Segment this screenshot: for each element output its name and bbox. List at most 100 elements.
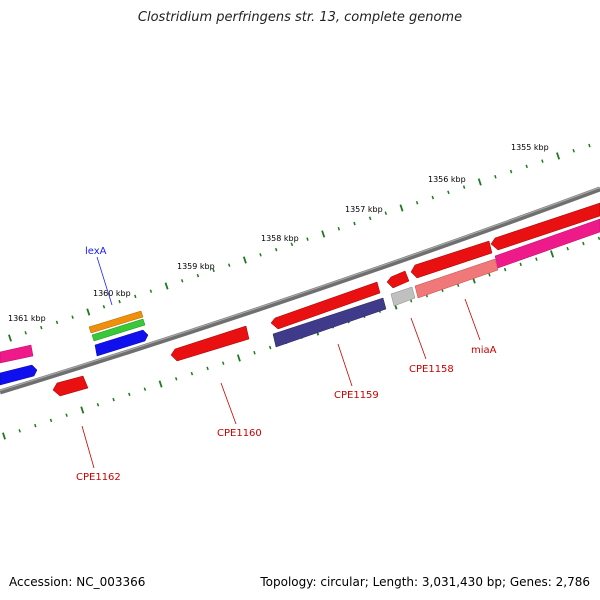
outer-tick bbox=[541, 159, 544, 163]
inner-tick bbox=[80, 406, 85, 414]
outer-tick bbox=[431, 195, 435, 200]
feature-grey-1158[interactable] bbox=[390, 286, 416, 307]
scale-label-1357: 1357 kbp bbox=[345, 205, 383, 214]
inner-tick bbox=[268, 345, 272, 350]
leader-cpe1162 bbox=[81, 425, 95, 469]
inner-tick bbox=[34, 423, 37, 428]
inner-tick bbox=[519, 262, 522, 267]
inner-tick bbox=[253, 350, 256, 355]
outer-tick bbox=[134, 294, 137, 299]
outer-tick bbox=[399, 204, 404, 212]
outer-tick bbox=[368, 216, 372, 221]
gene-label-cpe1159[interactable]: CPE1159 bbox=[334, 390, 379, 401]
outer-tick bbox=[477, 178, 482, 186]
feature-cpe1160[interactable] bbox=[170, 325, 250, 362]
gene-label-cpe1162[interactable]: CPE1162 bbox=[76, 472, 121, 483]
outer-tick bbox=[321, 230, 326, 238]
outer-tick bbox=[8, 334, 12, 342]
outer-tick bbox=[196, 273, 200, 278]
scale-label-1355: 1355 kbp bbox=[511, 143, 549, 152]
feature-salmon-miaa[interactable] bbox=[414, 258, 499, 299]
outer-tick bbox=[164, 282, 169, 290]
outer-tick bbox=[588, 143, 591, 148]
inner-tick bbox=[221, 361, 225, 365]
inner-tick bbox=[190, 371, 194, 376]
inner-tick bbox=[49, 418, 53, 423]
outer-tick bbox=[55, 320, 59, 325]
leader-cpe1160 bbox=[220, 382, 237, 425]
inner-tick bbox=[2, 432, 6, 440]
gene-label-cpe1158[interactable]: CPE1158 bbox=[409, 364, 454, 375]
genome-backbone bbox=[0, 186, 600, 395]
outer-tick bbox=[86, 308, 91, 316]
outer-tick bbox=[306, 237, 309, 241]
outer-tick-row bbox=[8, 143, 591, 342]
inner-tick bbox=[236, 354, 241, 362]
inner-tick bbox=[65, 413, 68, 417]
leader-cpe1158 bbox=[410, 317, 427, 360]
inner-tick bbox=[488, 272, 491, 277]
inner-tick bbox=[174, 377, 178, 381]
inner-tick bbox=[597, 236, 600, 241]
inner-tick bbox=[158, 380, 163, 388]
outer-tick bbox=[102, 305, 106, 309]
outer-tick bbox=[24, 331, 27, 335]
outer-tick bbox=[212, 268, 215, 273]
inner-tick bbox=[143, 387, 147, 391]
accession-text: Accession: NC_003366 bbox=[9, 575, 146, 589]
outer-tick bbox=[384, 211, 388, 215]
outer-tick bbox=[353, 221, 356, 226]
inner-tick bbox=[582, 241, 585, 246]
gene-label-miaa[interactable]: miaA bbox=[471, 345, 497, 356]
gene-label-lexa[interactable]: lexA bbox=[85, 246, 107, 257]
scale-label-1361: 1361 kbp bbox=[8, 314, 46, 323]
inner-tick bbox=[96, 403, 100, 407]
feature-pink-left[interactable] bbox=[0, 344, 34, 364]
leader-lexa bbox=[96, 256, 113, 306]
outer-tick bbox=[118, 299, 121, 304]
genome-backbone-highlight bbox=[0, 186, 600, 392]
outer-tick bbox=[274, 247, 278, 252]
scale-label-1360: 1360 kbp bbox=[93, 289, 131, 298]
feature-pink-right[interactable] bbox=[494, 218, 600, 269]
outer-tick bbox=[40, 325, 43, 330]
outer-tick bbox=[180, 279, 184, 283]
scale-label-1356: 1356 kbp bbox=[428, 175, 466, 184]
leader-cpe1159 bbox=[337, 343, 353, 387]
scale-label-1359: 1359 kbp bbox=[177, 262, 215, 271]
outer-tick bbox=[290, 242, 294, 247]
leader-miaa bbox=[464, 298, 481, 341]
outer-tick bbox=[494, 174, 497, 179]
feature-orange-lexa[interactable] bbox=[88, 310, 144, 334]
feature-red-miaa[interactable] bbox=[410, 240, 493, 279]
outer-tick bbox=[337, 226, 341, 231]
inner-tick bbox=[566, 246, 569, 251]
outer-tick bbox=[525, 164, 528, 169]
feature-red-upper-1159[interactable] bbox=[270, 281, 381, 330]
outer-tick bbox=[462, 185, 466, 189]
outer-tick bbox=[572, 148, 575, 153]
feature-track bbox=[0, 202, 600, 397]
feature-cpe1162[interactable] bbox=[52, 375, 89, 397]
gene-label-cpe1160[interactable]: CPE1160 bbox=[217, 428, 262, 439]
inner-tick bbox=[535, 257, 538, 261]
map-title: Clostridium perfringens str. 13, complet… bbox=[137, 10, 463, 25]
inner-tick bbox=[503, 267, 507, 272]
feature-blue-lexa[interactable] bbox=[94, 329, 149, 357]
outer-tick bbox=[227, 263, 231, 267]
outer-tick bbox=[556, 152, 561, 160]
topology-text: Topology: circular; Length: 3,031,430 bp… bbox=[260, 575, 590, 589]
scale-label-1358: 1358 kbp bbox=[261, 234, 299, 243]
feature-purple-1159[interactable] bbox=[272, 297, 387, 348]
feature-green-lexa[interactable] bbox=[91, 318, 146, 342]
outer-tick bbox=[71, 315, 74, 319]
feature-red-right[interactable] bbox=[490, 202, 600, 251]
feature-blue-left[interactable] bbox=[0, 364, 38, 386]
outer-tick bbox=[447, 190, 450, 195]
inner-tick bbox=[18, 429, 21, 433]
inner-tick bbox=[128, 392, 131, 397]
feature-small-red[interactable] bbox=[386, 270, 410, 289]
outer-tick bbox=[509, 169, 513, 174]
inner-tick bbox=[550, 250, 555, 258]
